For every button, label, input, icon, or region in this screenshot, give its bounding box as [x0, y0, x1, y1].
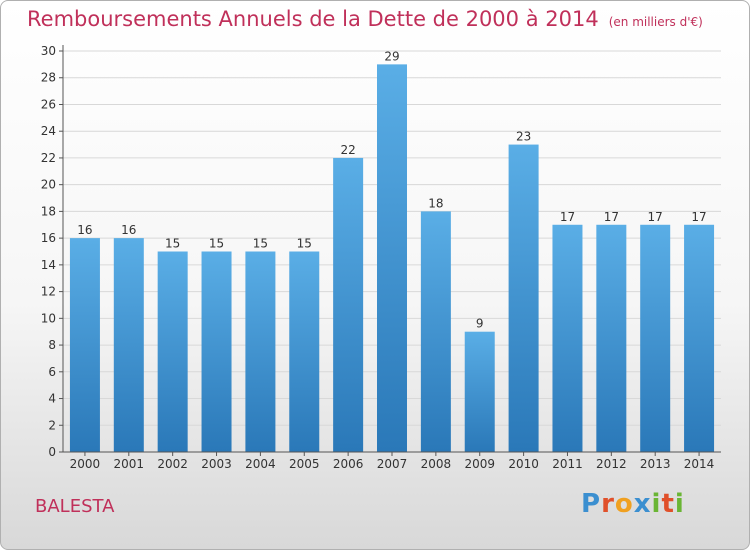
y-tick-label: 22	[41, 151, 56, 165]
y-tick-label: 0	[48, 445, 56, 459]
y-tick-label: 20	[41, 178, 56, 192]
y-tick-label: 8	[48, 338, 56, 352]
value-label: 22	[340, 143, 355, 157]
bar	[552, 224, 583, 452]
bar	[596, 224, 627, 452]
x-tick-label: 2008	[421, 457, 452, 471]
bar	[201, 251, 232, 452]
x-tick-label: 2000	[70, 457, 101, 471]
y-tick-label: 16	[41, 231, 56, 245]
chart-title: Remboursements Annuels de la Dette de 20…	[27, 7, 703, 31]
value-label: 15	[253, 237, 268, 251]
x-tick-label: 2012	[596, 457, 627, 471]
value-label: 16	[77, 223, 92, 237]
y-tick-label: 6	[48, 365, 56, 379]
proxiti-logo[interactable]: Proxiti	[581, 489, 685, 519]
logo-letter: i	[674, 489, 685, 519]
axes	[59, 45, 721, 456]
value-label: 29	[384, 49, 399, 63]
x-tick-label: 2005	[289, 457, 320, 471]
chart-subtitle: (en milliers d'€)	[608, 15, 703, 29]
bar	[377, 64, 407, 452]
y-tick-label: 10	[41, 311, 56, 325]
value-label: 16	[121, 223, 136, 237]
logo-letter: t	[661, 489, 675, 519]
value-label: 17	[560, 210, 575, 224]
y-tick-label: 28	[41, 71, 56, 85]
y-tick-label: 26	[41, 97, 56, 111]
bar	[245, 251, 276, 452]
y-tick-label: 14	[41, 258, 56, 272]
bar	[69, 238, 100, 452]
bar	[508, 144, 539, 453]
commune-name: BALESTA	[35, 496, 115, 517]
x-tick-label: 2009	[464, 457, 495, 471]
x-tick-label: 2003	[201, 457, 232, 471]
value-label: 17	[604, 210, 619, 224]
x-tick-label: 2010	[508, 457, 539, 471]
y-tick-label: 2	[48, 418, 56, 432]
bar	[640, 224, 671, 452]
logo-letter: x	[633, 489, 652, 519]
bar	[157, 251, 188, 452]
value-label: 15	[209, 237, 224, 251]
x-tick-label: 2014	[684, 457, 715, 471]
bar	[420, 211, 451, 452]
x-tick-label: 2007	[377, 457, 408, 471]
y-tick-label: 24	[41, 124, 56, 138]
x-tick-label: 2013	[640, 457, 671, 471]
value-label: 17	[648, 210, 663, 224]
bar	[684, 224, 715, 452]
logo-letter: P	[581, 489, 602, 519]
bars	[69, 64, 715, 453]
value-label: 9	[476, 317, 484, 331]
value-label: 17	[691, 210, 706, 224]
chart-title-text: Remboursements Annuels de la Dette de 20…	[27, 7, 599, 31]
x-tick-label: 2001	[114, 457, 145, 471]
y-tick-label: 30	[41, 44, 56, 58]
bar	[333, 157, 364, 452]
bar	[289, 251, 320, 452]
logo-letter: o	[614, 489, 634, 519]
x-tick-label: 2011	[552, 457, 583, 471]
value-label: 23	[516, 130, 531, 144]
logo-letter: i	[651, 489, 662, 519]
x-tick-label: 2004	[245, 457, 276, 471]
x-tick-label: 2002	[157, 457, 188, 471]
y-tick-label: 4	[48, 392, 56, 406]
value-label: 15	[297, 237, 312, 251]
x-tick-label: 2006	[333, 457, 364, 471]
value-label: 18	[428, 196, 443, 210]
value-label: 15	[165, 237, 180, 251]
y-tick-label: 18	[41, 204, 56, 218]
logo-letter: r	[601, 489, 615, 519]
y-tick-label: 12	[41, 285, 56, 299]
bar	[464, 331, 495, 452]
labels: 0246810121416182022242628301620001620011…	[41, 44, 715, 471]
bar	[113, 238, 144, 452]
